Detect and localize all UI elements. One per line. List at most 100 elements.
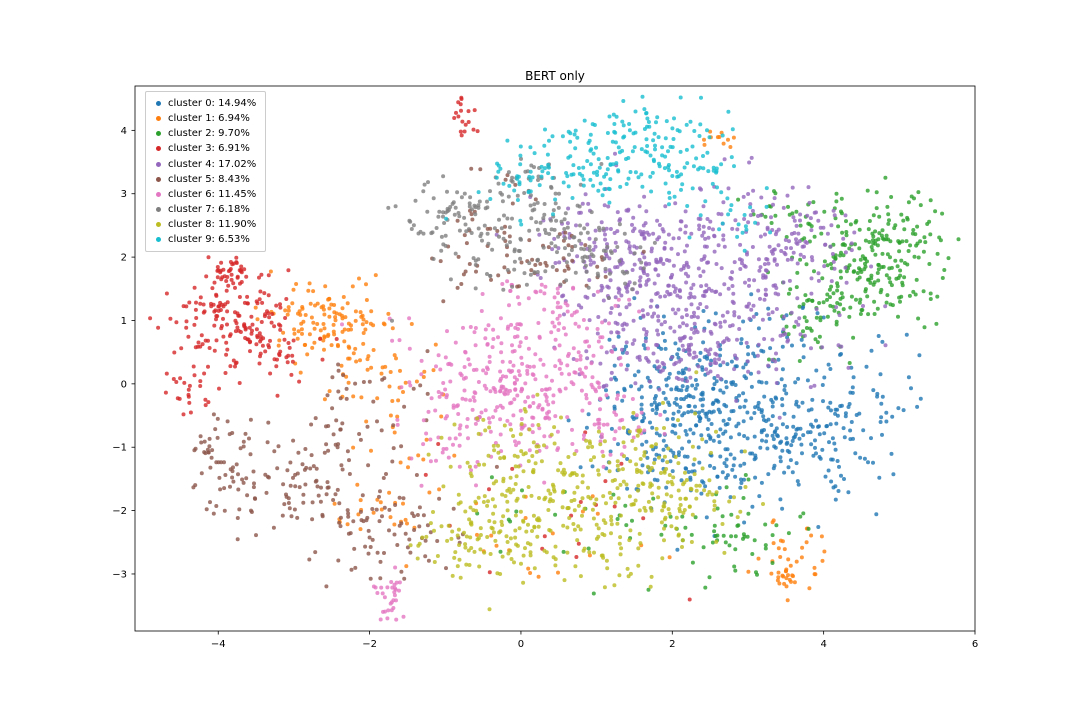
data-point: [621, 135, 626, 140]
data-point: [626, 176, 631, 181]
data-point: [299, 327, 304, 332]
data-point: [469, 546, 474, 550]
data-point: [615, 521, 620, 526]
data-point: [786, 291, 791, 296]
data-point: [274, 303, 279, 308]
data-point: [519, 449, 524, 454]
data-point: [844, 269, 849, 274]
data-point: [804, 319, 809, 324]
data-point: [307, 281, 312, 286]
data-point: [866, 277, 870, 282]
data-point: [848, 305, 853, 310]
data-point: [493, 538, 498, 543]
data-point: [884, 300, 889, 305]
data-point: [525, 371, 530, 376]
data-point: [739, 258, 744, 263]
data-point: [656, 318, 661, 323]
data-point: [496, 443, 500, 448]
data-point: [846, 365, 851, 370]
data-point: [552, 236, 557, 241]
data-point: [609, 426, 614, 431]
data-point: [662, 338, 667, 343]
data-point: [486, 241, 491, 246]
data-point: [806, 297, 811, 302]
data-point: [712, 523, 717, 528]
data-point: [906, 200, 911, 205]
data-point: [598, 181, 603, 186]
data-point: [260, 343, 265, 348]
data-point: [364, 518, 369, 523]
data-point: [668, 144, 673, 149]
data-point: [698, 213, 703, 218]
data-point: [659, 532, 664, 537]
data-point: [884, 233, 889, 238]
data-point: [572, 310, 577, 315]
data-point: [853, 242, 857, 247]
data-point: [777, 415, 782, 420]
data-point: [830, 436, 835, 441]
data-point: [596, 472, 601, 477]
data-point: [664, 383, 669, 388]
data-point: [391, 446, 396, 451]
data-point: [519, 386, 524, 391]
data-point: [452, 555, 457, 560]
data-point: [649, 189, 654, 194]
data-point: [622, 321, 627, 326]
data-point: [741, 536, 745, 541]
data-point: [817, 432, 822, 437]
data-point: [608, 310, 613, 315]
data-point: [699, 491, 704, 496]
data-point: [287, 506, 292, 511]
data-point: [486, 323, 491, 328]
data-point: [580, 496, 585, 501]
data-point: [467, 262, 472, 266]
data-point: [507, 225, 512, 230]
data-point: [578, 231, 583, 236]
data-point: [531, 513, 536, 518]
data-point: [782, 470, 787, 475]
data-point: [431, 368, 436, 373]
data-point: [505, 499, 510, 504]
data-point: [645, 144, 650, 148]
data-point: [386, 205, 391, 210]
data-point: [756, 257, 761, 262]
data-point: [505, 540, 510, 544]
data-point: [833, 447, 838, 452]
data-point: [714, 379, 719, 384]
data-point: [306, 288, 311, 293]
data-point: [798, 514, 803, 519]
data-point: [421, 442, 426, 447]
data-point: [465, 417, 470, 421]
data-point: [775, 578, 780, 583]
data-point: [724, 379, 728, 384]
data-point: [439, 435, 444, 440]
data-point: [601, 454, 606, 458]
data-point: [753, 220, 758, 225]
data-point: [458, 575, 463, 580]
data-point: [519, 426, 524, 431]
data-point: [662, 526, 666, 531]
data-point: [779, 249, 784, 253]
data-point: [613, 320, 618, 325]
data-point: [770, 357, 775, 362]
data-point: [809, 442, 814, 447]
data-point: [255, 333, 260, 338]
data-point: [764, 268, 769, 273]
data-point: [584, 425, 589, 430]
data-point: [716, 344, 721, 349]
data-point: [589, 210, 594, 215]
data-point: [676, 533, 681, 538]
data-point: [595, 327, 600, 331]
data-point: [397, 523, 402, 528]
data-point: [645, 116, 650, 121]
data-point: [631, 502, 636, 507]
data-point: [667, 190, 672, 195]
data-point: [582, 433, 586, 438]
data-point: [218, 487, 223, 492]
data-point: [608, 452, 613, 457]
data-point: [822, 431, 827, 436]
data-point: [764, 419, 769, 424]
legend-label: cluster 5: 8.43%: [168, 173, 250, 185]
data-point: [683, 209, 688, 214]
data-point: [649, 444, 654, 449]
